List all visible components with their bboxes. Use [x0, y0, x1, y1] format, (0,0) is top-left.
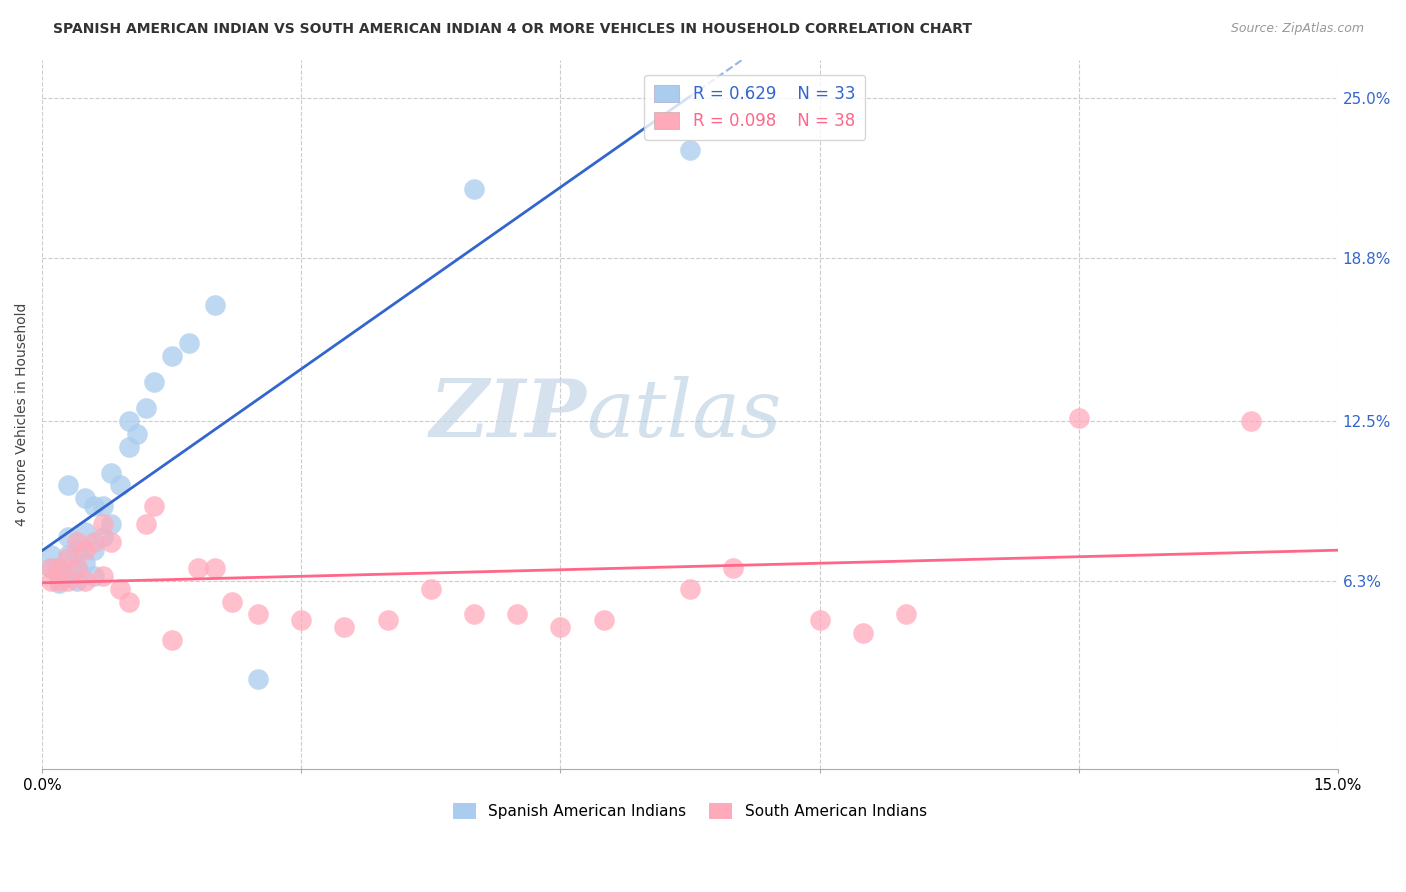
Point [83, 499, 105, 513]
Point [75, 556, 97, 570]
Point [333, 620, 356, 634]
Point [117, 440, 139, 454]
Point [204, 298, 226, 312]
Point [852, 625, 875, 640]
Point [463, 181, 485, 195]
Point [377, 613, 399, 627]
Point [160, 633, 183, 648]
Point [108, 478, 131, 492]
Point [66, 535, 89, 549]
Point [75, 543, 97, 558]
Point [1240, 414, 1263, 428]
Point [143, 375, 166, 389]
Point [506, 607, 529, 622]
Y-axis label: 4 or more Vehicles in Household: 4 or more Vehicles in Household [15, 302, 30, 526]
Point [117, 414, 139, 428]
Point [83, 535, 105, 549]
Point [56, 550, 79, 565]
Point [91, 568, 114, 582]
Point [39, 574, 62, 588]
Point [83, 543, 105, 558]
Point [91, 499, 114, 513]
Point [108, 582, 131, 596]
Point [48, 574, 70, 588]
Point [100, 466, 122, 480]
Point [894, 607, 917, 622]
Point [592, 613, 614, 627]
Point [117, 594, 139, 608]
Point [56, 478, 79, 492]
Point [66, 543, 89, 558]
Point [56, 574, 79, 588]
Point [91, 517, 114, 532]
Point [39, 548, 62, 562]
Point [83, 568, 105, 582]
Point [66, 561, 89, 575]
Point [463, 607, 485, 622]
Text: Source: ZipAtlas.com: Source: ZipAtlas.com [1230, 22, 1364, 36]
Point [247, 607, 270, 622]
Point [177, 336, 200, 351]
Point [550, 620, 572, 634]
Point [75, 491, 97, 506]
Point [48, 561, 70, 575]
Point [127, 426, 149, 441]
Point [160, 350, 183, 364]
Text: SPANISH AMERICAN INDIAN VS SOUTH AMERICAN INDIAN 4 OR MORE VEHICLES IN HOUSEHOLD: SPANISH AMERICAN INDIAN VS SOUTH AMERICA… [53, 22, 973, 37]
Point [39, 561, 62, 575]
Point [75, 524, 97, 539]
Point [187, 561, 209, 575]
Point [679, 143, 702, 157]
Point [100, 535, 122, 549]
Point [419, 582, 441, 596]
Point [56, 530, 79, 544]
Text: atlas: atlas [586, 376, 782, 453]
Point [204, 561, 226, 575]
Point [66, 574, 89, 588]
Point [48, 576, 70, 591]
Point [721, 561, 744, 575]
Point [39, 561, 62, 575]
Point [135, 401, 157, 415]
Point [290, 613, 312, 627]
Legend: Spanish American Indians, South American Indians: Spanish American Indians, South American… [447, 797, 932, 825]
Point [679, 582, 702, 596]
Point [48, 561, 70, 575]
Point [1067, 411, 1090, 425]
Point [808, 613, 831, 627]
Text: ZIP: ZIP [429, 376, 586, 453]
Point [56, 548, 79, 562]
Point [66, 561, 89, 575]
Point [56, 568, 79, 582]
Point [247, 672, 270, 686]
Point [91, 530, 114, 544]
Point [100, 517, 122, 532]
Point [75, 574, 97, 588]
Point [143, 499, 166, 513]
Point [135, 517, 157, 532]
Point [221, 594, 243, 608]
